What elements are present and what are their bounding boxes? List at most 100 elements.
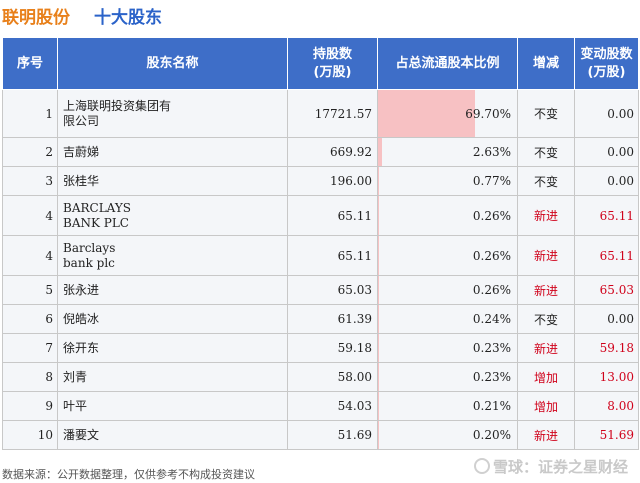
page-title: 十大股东 [94, 8, 162, 28]
cell-ratio: 69.70% [377, 89, 518, 138]
cell-shareholder-name: 刘青 [57, 362, 288, 392]
cell-ratio: 0.23% [377, 362, 518, 392]
table-row: 5 张永进 65.03 0.26% 新进 65.03 [2, 275, 639, 305]
cell-index: 5 [2, 275, 58, 305]
cell-change: 增加 [517, 391, 575, 421]
cell-ratio: 0.26% [377, 275, 518, 305]
cell-shareholder-name: 倪皓冰 [57, 304, 288, 334]
cell-change: 不变 [517, 166, 575, 196]
table-body: 1 上海联明投资集团有 限公司 17721.57 69.70% 不变 0.00 2 吉蔚娣 66… [2, 89, 639, 450]
cell-ratio: 0.77% [377, 166, 518, 196]
cell-shares: 196.00 [287, 166, 378, 196]
cell-shareholder-name: 上海联明投资集团有 限公司 [57, 89, 288, 138]
ratio-text: 0.23% [472, 341, 511, 355]
cell-shares: 61.39 [287, 304, 378, 334]
cell-change: 不变 [517, 137, 575, 167]
cell-shares: 65.11 [287, 235, 378, 276]
cell-index: 10 [2, 420, 58, 450]
cell-delta: 65.11 [574, 195, 639, 236]
cell-ratio: 0.20% [377, 420, 518, 450]
ratio-bar [378, 167, 380, 195]
cell-index: 6 [2, 304, 58, 334]
ratio-text: 0.21% [472, 399, 511, 413]
cell-ratio: 0.23% [377, 333, 518, 363]
cell-change: 新进 [517, 275, 575, 305]
cell-delta: 65.11 [574, 235, 639, 276]
cell-delta: 13.00 [574, 362, 639, 392]
cell-ratio: 0.21% [377, 391, 518, 421]
cell-ratio: 0.26% [377, 195, 518, 236]
cell-shareholder-name: 吉蔚娣 [57, 137, 288, 167]
cell-shares: 65.11 [287, 195, 378, 236]
table-row: 7 徐开东 59.18 0.23% 新进 59.18 [2, 333, 639, 363]
cell-index: 1 [2, 89, 58, 138]
cell-index: 8 [2, 362, 58, 392]
cell-delta: 0.00 [574, 304, 639, 334]
table-row: 10 潘要文 51.69 0.20% 新进 51.69 [2, 420, 639, 450]
table-row: 8 刘青 58.00 0.23% 增加 13.00 [2, 362, 639, 392]
table-row: 4 BARCLAYS BANK PLC 65.11 0.26% 新进 65.11 [2, 195, 639, 236]
header-name: 股东名称 [57, 37, 288, 90]
cell-shareholder-name: 潘要文 [57, 420, 288, 450]
cell-change: 新进 [517, 235, 575, 276]
cell-shares: 65.03 [287, 275, 378, 305]
cell-shares: 58.00 [287, 362, 378, 392]
cell-change: 增加 [517, 362, 575, 392]
cell-change: 新进 [517, 333, 575, 363]
header-shares: 持股数 (万股) [287, 37, 378, 90]
ratio-text: 69.70% [465, 106, 511, 121]
cell-change: 新进 [517, 195, 575, 236]
cell-shareholder-name: BARCLAYS BANK PLC [57, 195, 288, 236]
cell-delta: 65.03 [574, 275, 639, 305]
table-row: 3 张桂华 196.00 0.77% 不变 0.00 [2, 166, 639, 196]
cell-change: 不变 [517, 89, 575, 138]
ratio-text: 0.26% [472, 248, 511, 263]
ratio-text: 0.20% [472, 428, 511, 442]
cell-index: 3 [2, 166, 58, 196]
table-row: 2 吉蔚娣 669.92 2.63% 不变 0.00 [2, 137, 639, 167]
cell-delta: 0.00 [574, 166, 639, 196]
cell-shareholder-name: 张永进 [57, 275, 288, 305]
cell-shareholder-name: 叶平 [57, 391, 288, 421]
table-header-row: 序号 股东名称 持股数 (万股) 占总流通股本比例 增减 变动股数 (万股) [2, 37, 639, 90]
header-index: 序号 [2, 37, 58, 90]
data-source-note: 数据来源：公开数据整理，仅供参考不构成投资建议 [2, 468, 255, 481]
header-delta: 变动股数 (万股) [574, 37, 639, 90]
brand-logo: 雪球：证券之星财经 [473, 456, 628, 477]
header-change: 增减 [517, 37, 575, 90]
cell-index: 2 [2, 137, 58, 167]
cell-ratio: 2.63% [377, 137, 518, 167]
ratio-text: 0.26% [472, 283, 511, 297]
shareholders-table: 序号 股东名称 持股数 (万股) 占总流通股本比例 增减 变动股数 (万股) 1… [2, 37, 639, 450]
ratio-text: 2.63% [472, 145, 511, 159]
ratio-text: 0.24% [472, 312, 511, 326]
company-title: 联明股份 [2, 8, 70, 28]
cell-delta: 59.18 [574, 333, 639, 363]
cell-index: 7 [2, 333, 58, 363]
ratio-text: 0.23% [472, 370, 511, 384]
cell-delta: 8.00 [574, 391, 639, 421]
cell-delta: 0.00 [574, 137, 639, 167]
cell-shares: 17721.57 [287, 89, 378, 138]
cell-delta: 51.69 [574, 420, 639, 450]
cell-shares: 669.92 [287, 137, 378, 167]
cell-change: 新进 [517, 420, 575, 450]
table-row: 6 倪皓冰 61.39 0.24% 不变 0.00 [2, 304, 639, 334]
header-ratio: 占总流通股本比例 [377, 37, 518, 90]
cell-shares: 59.18 [287, 333, 378, 363]
cell-shareholder-name: 张桂华 [57, 166, 288, 196]
ratio-bar [378, 90, 475, 137]
title-bar: 联明股份 十大股东 [0, 0, 640, 34]
cell-change: 不变 [517, 304, 575, 334]
cell-shareholder-name: Barclays bank plc [57, 235, 288, 276]
ratio-text: 0.77% [472, 174, 511, 188]
cell-ratio: 0.26% [377, 235, 518, 276]
cell-delta: 0.00 [574, 89, 639, 138]
cell-index: 4 [2, 195, 58, 236]
snowball-icon [473, 458, 490, 474]
table-row: 4 Barclays bank plc 65.11 0.26% 新进 65.11 [2, 235, 639, 276]
brand-text: 雪球：证券之星财经 [492, 458, 628, 476]
cell-shareholder-name: 徐开东 [57, 333, 288, 363]
cell-index: 9 [2, 391, 58, 421]
table-row: 1 上海联明投资集团有 限公司 17721.57 69.70% 不变 0.00 [2, 89, 639, 138]
